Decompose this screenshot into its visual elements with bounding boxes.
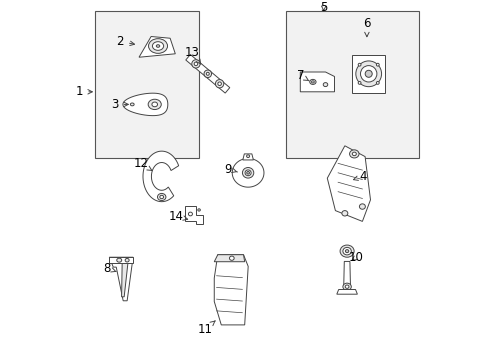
- Ellipse shape: [342, 247, 350, 255]
- Ellipse shape: [351, 152, 356, 156]
- Text: 5: 5: [319, 1, 327, 14]
- Bar: [285, 11, 418, 158]
- Ellipse shape: [148, 99, 161, 109]
- Ellipse shape: [360, 66, 376, 82]
- Text: 10: 10: [348, 251, 363, 264]
- Polygon shape: [122, 93, 167, 116]
- Ellipse shape: [358, 81, 360, 84]
- Ellipse shape: [341, 211, 347, 216]
- Ellipse shape: [152, 102, 157, 107]
- Polygon shape: [214, 255, 244, 262]
- Ellipse shape: [229, 256, 234, 260]
- Ellipse shape: [130, 103, 134, 106]
- Ellipse shape: [160, 195, 163, 199]
- Ellipse shape: [376, 63, 378, 66]
- Text: 3: 3: [111, 98, 128, 111]
- Ellipse shape: [358, 63, 360, 66]
- Text: 12: 12: [133, 157, 152, 171]
- Ellipse shape: [355, 61, 381, 87]
- Ellipse shape: [198, 209, 200, 211]
- Text: 9: 9: [224, 163, 237, 176]
- Ellipse shape: [339, 245, 353, 257]
- Ellipse shape: [244, 170, 251, 176]
- Ellipse shape: [349, 150, 358, 158]
- Bar: [95, 11, 199, 158]
- Ellipse shape: [157, 193, 165, 201]
- Polygon shape: [351, 55, 384, 93]
- Ellipse shape: [117, 258, 122, 262]
- Ellipse shape: [246, 155, 249, 158]
- Ellipse shape: [246, 171, 249, 174]
- Ellipse shape: [345, 285, 348, 288]
- Ellipse shape: [342, 283, 350, 290]
- Ellipse shape: [376, 81, 378, 84]
- Polygon shape: [243, 154, 253, 160]
- Polygon shape: [142, 151, 178, 202]
- Text: 8: 8: [103, 262, 116, 275]
- Polygon shape: [214, 255, 248, 325]
- Ellipse shape: [152, 42, 163, 50]
- Ellipse shape: [206, 72, 209, 75]
- Ellipse shape: [365, 70, 371, 77]
- Ellipse shape: [203, 70, 211, 77]
- Polygon shape: [326, 146, 370, 221]
- Text: 1: 1: [76, 85, 92, 98]
- Ellipse shape: [217, 82, 221, 86]
- Ellipse shape: [311, 81, 314, 83]
- Ellipse shape: [191, 60, 200, 68]
- Ellipse shape: [148, 39, 167, 53]
- Ellipse shape: [323, 83, 327, 87]
- Ellipse shape: [125, 258, 129, 262]
- Polygon shape: [300, 72, 334, 92]
- Text: 7: 7: [296, 69, 308, 82]
- Ellipse shape: [345, 249, 348, 253]
- Text: 11: 11: [197, 321, 215, 336]
- Polygon shape: [343, 261, 350, 287]
- Ellipse shape: [215, 80, 224, 88]
- Ellipse shape: [309, 80, 315, 85]
- Polygon shape: [232, 158, 264, 187]
- Text: 13: 13: [184, 46, 201, 64]
- Text: 6: 6: [363, 17, 370, 37]
- Polygon shape: [336, 289, 357, 294]
- Ellipse shape: [194, 62, 197, 66]
- Polygon shape: [122, 261, 128, 297]
- Polygon shape: [185, 207, 202, 224]
- Text: 4: 4: [353, 170, 366, 183]
- Ellipse shape: [242, 167, 253, 178]
- Polygon shape: [109, 257, 133, 263]
- Polygon shape: [139, 36, 175, 57]
- Ellipse shape: [156, 45, 160, 47]
- Text: 2: 2: [116, 35, 134, 48]
- Text: 14: 14: [168, 210, 187, 222]
- Polygon shape: [185, 54, 229, 93]
- Ellipse shape: [188, 212, 192, 216]
- Polygon shape: [109, 257, 133, 301]
- Ellipse shape: [359, 204, 365, 209]
